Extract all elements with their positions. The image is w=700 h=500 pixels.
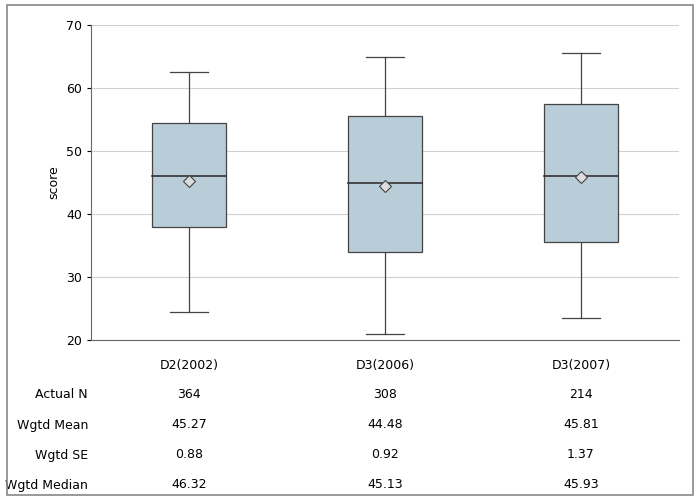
Text: 45.13: 45.13 [368, 478, 402, 492]
Text: Wgtd Median: Wgtd Median [5, 478, 88, 492]
Text: 308: 308 [373, 388, 397, 402]
Text: 364: 364 [177, 388, 201, 402]
Text: D3(2007): D3(2007) [552, 358, 610, 372]
Text: Actual N: Actual N [36, 388, 88, 402]
Text: 45.81: 45.81 [563, 418, 599, 432]
Text: 1.37: 1.37 [567, 448, 595, 462]
Text: 45.27: 45.27 [171, 418, 207, 432]
Text: 45.93: 45.93 [564, 478, 598, 492]
Text: D3(2006): D3(2006) [356, 358, 414, 372]
Text: 0.88: 0.88 [175, 448, 203, 462]
Bar [544, 104, 618, 242]
Y-axis label: score: score [48, 166, 60, 200]
Text: D2(2002): D2(2002) [160, 358, 218, 372]
Text: 44.48: 44.48 [368, 418, 402, 432]
Text: 46.32: 46.32 [172, 478, 206, 492]
Text: 214: 214 [569, 388, 593, 402]
Bar [348, 116, 422, 252]
Text: 0.92: 0.92 [371, 448, 399, 462]
Text: Wgtd SE: Wgtd SE [35, 448, 88, 462]
Text: Wgtd Mean: Wgtd Mean [17, 418, 88, 432]
Bar [152, 122, 226, 226]
